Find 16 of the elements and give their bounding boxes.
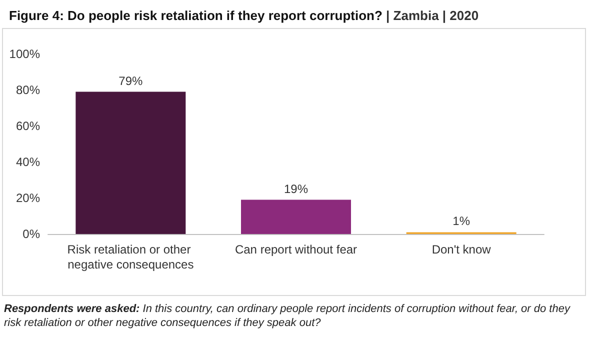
data-label: 1% bbox=[452, 214, 470, 228]
data-label: 79% bbox=[118, 74, 143, 88]
y-tick-label: 40% bbox=[16, 155, 40, 169]
bar bbox=[76, 92, 186, 234]
y-tick-label: 0% bbox=[22, 227, 40, 241]
x-tick-label: Don't know bbox=[432, 242, 492, 256]
y-tick-label: 80% bbox=[16, 83, 40, 97]
data-label: 19% bbox=[284, 182, 308, 196]
chart-title: Figure 4: Do people risk retaliation if they report corruption? | Zambia | 2020 bbox=[9, 8, 479, 23]
bar bbox=[241, 200, 351, 234]
y-tick-label: 20% bbox=[16, 191, 40, 205]
y-tick-label: 60% bbox=[16, 119, 40, 133]
text: Respondents were asked: In this country, can ordinary people report incidents of corruption without fear, or do they risk retaliation or other negative consequences if they speak out? bbox=[4, 302, 572, 330]
y-tick-label: 100% bbox=[9, 47, 40, 61]
x-tick-label: Risk retaliation or other negative consequences bbox=[67, 242, 194, 272]
x-tick-label: Can report without fear bbox=[234, 242, 358, 256]
